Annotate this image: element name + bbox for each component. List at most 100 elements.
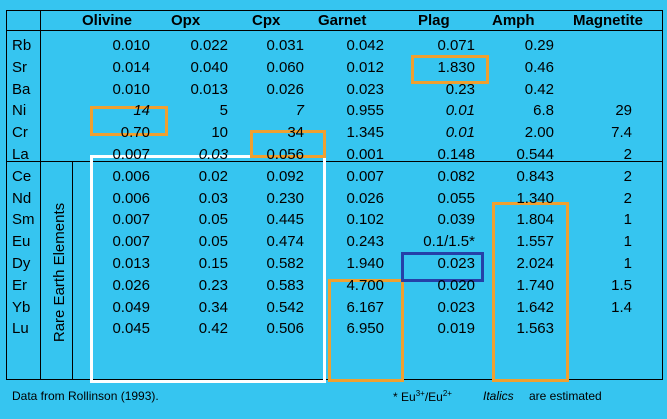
footer-italics-note: are estimated bbox=[529, 389, 602, 403]
highlight-box-amph-mree bbox=[492, 202, 569, 382]
cell-er-amph: 1.740 bbox=[516, 277, 554, 294]
cell-dy-plag: 0.023 bbox=[437, 255, 475, 272]
cell-dy-cpx: 0.582 bbox=[266, 255, 304, 272]
cell-cr-cpx: 34 bbox=[287, 124, 304, 141]
footer-source: Data from Rollinson (1993). bbox=[12, 389, 159, 403]
highlight-box-ni-olivine bbox=[90, 106, 168, 136]
cell-la-olivine: 0.007 bbox=[112, 146, 150, 163]
cell-eu-olivine: 0.007 bbox=[112, 233, 150, 250]
cell-la-magnetite: 2 bbox=[623, 146, 632, 163]
cell-la-opx: 0.03 bbox=[198, 146, 228, 163]
cell-er-magnetite: 1.5 bbox=[611, 277, 632, 294]
element-label-sm: Sm bbox=[12, 211, 35, 228]
cell-dy-olivine: 0.013 bbox=[112, 255, 150, 272]
cell-sm-garnet: 0.102 bbox=[346, 211, 384, 228]
cell-eu-plag: 0.1/1.5* bbox=[423, 233, 475, 250]
cell-yb-plag: 0.023 bbox=[437, 299, 475, 316]
cell-eu-amph: 1.557 bbox=[516, 233, 554, 250]
highlight-box-white-ree bbox=[90, 155, 326, 383]
cell-yb-cpx: 0.542 bbox=[266, 299, 304, 316]
element-label-nd: Nd bbox=[12, 190, 32, 207]
cell-la-amph: 0.544 bbox=[516, 146, 554, 163]
cell-yb-amph: 1.642 bbox=[516, 299, 554, 316]
cell-sm-opx: 0.05 bbox=[198, 211, 228, 228]
element-label-rb: Rb bbox=[12, 37, 32, 54]
cell-er-cpx: 0.583 bbox=[266, 277, 304, 294]
cell-ce-plag: 0.082 bbox=[437, 168, 475, 185]
cell-la-cpx: 0.056 bbox=[266, 146, 304, 163]
cell-dy-opx: 0.15 bbox=[198, 255, 228, 272]
cell-rb-olivine: 0.010 bbox=[112, 37, 150, 54]
cell-cr-amph: 2.00 bbox=[524, 124, 554, 141]
cell-rb-cpx: 0.031 bbox=[266, 37, 304, 54]
cell-sm-olivine: 0.007 bbox=[112, 211, 150, 228]
cell-ba-amph: 0.42 bbox=[524, 81, 554, 98]
cell-sm-magnetite: 1 bbox=[623, 211, 632, 228]
cell-dy-amph: 2.024 bbox=[516, 255, 554, 272]
cell-er-garnet: 4.700 bbox=[346, 277, 384, 294]
ree-divider bbox=[6, 161, 663, 162]
cell-sr-olivine: 0.014 bbox=[112, 59, 150, 76]
cell-sm-amph: 1.804 bbox=[516, 211, 554, 228]
cell-nd-amph: 1.340 bbox=[516, 190, 554, 207]
cell-nd-olivine: 0.006 bbox=[112, 190, 150, 207]
cell-ni-magnetite: 29 bbox=[615, 102, 632, 119]
cell-ce-cpx: 0.092 bbox=[266, 168, 304, 185]
cell-rb-garnet: 0.042 bbox=[346, 37, 384, 54]
element-label-er: Er bbox=[12, 277, 27, 294]
cell-yb-garnet: 6.167 bbox=[346, 299, 384, 316]
header-divider bbox=[6, 30, 663, 31]
column-header-plag: Plag bbox=[418, 12, 450, 29]
cell-ce-opx: 0.02 bbox=[198, 168, 228, 185]
cell-sr-plag: 1.830 bbox=[437, 59, 475, 76]
element-label-eu: Eu bbox=[12, 233, 31, 250]
highlight-box-eu-plag bbox=[401, 252, 484, 282]
cell-nd-magnetite: 2 bbox=[623, 190, 632, 207]
cell-ba-olivine: 0.010 bbox=[112, 81, 150, 98]
cell-eu-opx: 0.05 bbox=[198, 233, 228, 250]
cell-ni-amph: 6.8 bbox=[533, 102, 554, 119]
element-label-lu: Lu bbox=[12, 320, 29, 337]
column-header-cpx: Cpx bbox=[252, 12, 281, 29]
highlight-box-sr-plag bbox=[411, 55, 489, 84]
column-header-olivine: Olivine bbox=[82, 12, 133, 29]
cell-er-opx: 0.23 bbox=[198, 277, 228, 294]
element-label-sr: Sr bbox=[12, 59, 27, 76]
highlight-box-cr-cpx bbox=[250, 130, 326, 158]
cell-ni-cpx: 7 bbox=[295, 102, 304, 119]
cell-dy-garnet: 1.940 bbox=[346, 255, 384, 272]
cell-cr-magnetite: 7.4 bbox=[611, 124, 632, 141]
cell-ba-opx: 0.013 bbox=[190, 81, 228, 98]
cell-ce-magnetite: 2 bbox=[623, 168, 632, 185]
cell-rb-amph: 0.29 bbox=[524, 37, 554, 54]
cell-yb-opx: 0.34 bbox=[198, 299, 228, 316]
footer-italics-word: Italics bbox=[483, 389, 514, 403]
cell-cr-opx: 10 bbox=[211, 124, 228, 141]
cell-lu-garnet: 6.950 bbox=[346, 320, 384, 337]
cell-lu-amph: 1.563 bbox=[516, 320, 554, 337]
cell-dy-magnetite: 1 bbox=[623, 255, 632, 272]
cell-ce-olivine: 0.006 bbox=[112, 168, 150, 185]
cell-sr-garnet: 0.012 bbox=[346, 59, 384, 76]
cell-lu-plag: 0.019 bbox=[437, 320, 475, 337]
ree-label-divider bbox=[72, 161, 73, 380]
cell-rb-plag: 0.071 bbox=[437, 37, 475, 54]
cell-nd-opx: 0.03 bbox=[198, 190, 228, 207]
cell-cr-olivine: 0.70 bbox=[120, 124, 150, 141]
cell-ba-plag: 0.23 bbox=[445, 81, 475, 98]
cell-eu-garnet: 0.243 bbox=[346, 233, 384, 250]
cell-ce-garnet: 0.007 bbox=[346, 168, 384, 185]
cell-nd-plag: 0.055 bbox=[437, 190, 475, 207]
cell-lu-opx: 0.42 bbox=[198, 320, 228, 337]
cell-ni-opx: 5 bbox=[219, 102, 228, 119]
element-column-divider bbox=[40, 10, 41, 380]
cell-yb-magnetite: 1.4 bbox=[611, 299, 632, 316]
column-header-opx: Opx bbox=[171, 12, 201, 29]
column-header-garnet: Garnet bbox=[318, 12, 367, 29]
element-label-la: La bbox=[12, 146, 29, 163]
ree-label: Rare Earth Elements bbox=[51, 202, 69, 342]
element-label-ce: Ce bbox=[12, 168, 32, 185]
column-header-magnetite: Magnetite bbox=[573, 12, 644, 29]
cell-rb-opx: 0.022 bbox=[190, 37, 228, 54]
